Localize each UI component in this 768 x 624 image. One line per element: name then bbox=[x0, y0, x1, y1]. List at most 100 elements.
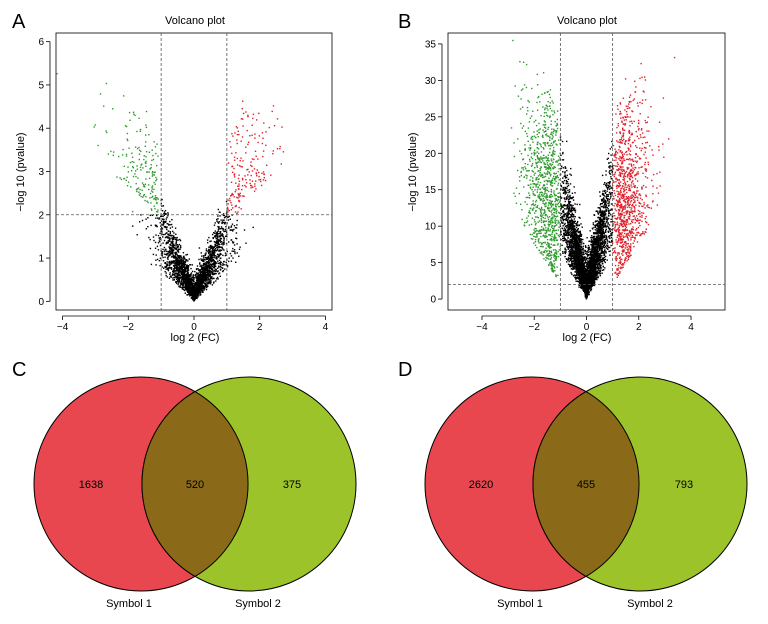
data-point bbox=[611, 140, 613, 143]
data-point bbox=[193, 283, 195, 285]
data-point bbox=[618, 149, 620, 151]
data-point bbox=[217, 241, 220, 243]
data-point bbox=[204, 256, 207, 259]
data-point bbox=[175, 261, 177, 263]
data-point-down bbox=[143, 194, 145, 197]
data-point bbox=[574, 241, 576, 243]
data-point bbox=[178, 280, 181, 282]
data-point-up bbox=[230, 195, 232, 197]
data-point-up bbox=[235, 204, 237, 207]
data-point bbox=[190, 274, 192, 276]
data-point bbox=[169, 227, 172, 229]
data-point bbox=[218, 235, 220, 237]
data-point bbox=[576, 272, 578, 275]
data-point bbox=[595, 227, 598, 230]
data-point-up bbox=[235, 182, 237, 184]
data-point bbox=[234, 252, 236, 255]
data-point bbox=[569, 173, 571, 175]
data-point bbox=[197, 290, 199, 292]
data-point bbox=[592, 245, 594, 247]
data-point bbox=[614, 173, 616, 175]
data-point bbox=[203, 266, 205, 269]
data-point bbox=[182, 274, 184, 276]
data-point bbox=[171, 240, 174, 242]
data-point bbox=[154, 247, 157, 249]
panel-letter-a: A bbox=[12, 11, 26, 33]
data-point-down bbox=[126, 132, 129, 135]
data-point-up bbox=[240, 140, 242, 142]
data-point-down bbox=[110, 150, 112, 153]
data-point-down bbox=[148, 151, 151, 153]
data-point bbox=[598, 249, 601, 252]
data-point bbox=[177, 282, 180, 284]
data-point bbox=[162, 260, 165, 262]
data-point bbox=[171, 274, 174, 276]
data-point bbox=[229, 229, 232, 231]
data-point bbox=[587, 244, 590, 247]
data-point bbox=[206, 260, 208, 263]
data-point bbox=[208, 275, 211, 278]
data-point bbox=[579, 239, 581, 241]
data-point-up bbox=[230, 181, 233, 183]
data-point bbox=[211, 247, 214, 249]
data-point-down bbox=[151, 175, 154, 177]
data-point-up bbox=[238, 194, 240, 196]
data-point-down bbox=[156, 164, 158, 167]
data-point bbox=[161, 253, 164, 255]
data-point bbox=[202, 287, 204, 289]
data-point bbox=[618, 234, 620, 236]
data-point bbox=[603, 256, 606, 259]
data-point bbox=[236, 224, 238, 226]
data-point-down bbox=[113, 151, 115, 153]
data-point bbox=[179, 257, 181, 259]
data-point bbox=[172, 230, 174, 233]
data-point bbox=[205, 273, 207, 276]
y-tick-label: 1 bbox=[38, 254, 44, 265]
data-point bbox=[228, 227, 230, 229]
data-point bbox=[214, 261, 217, 263]
data-point bbox=[607, 222, 609, 224]
data-point bbox=[602, 244, 605, 247]
data-point bbox=[209, 279, 211, 281]
data-point bbox=[554, 166, 556, 169]
data-point bbox=[199, 265, 201, 267]
data-point-down bbox=[145, 160, 147, 163]
data-point-down bbox=[136, 168, 139, 170]
data-point bbox=[581, 247, 583, 249]
data-point-down bbox=[125, 125, 128, 128]
data-point-up bbox=[255, 180, 257, 182]
data-point bbox=[593, 255, 596, 258]
data-point bbox=[178, 248, 180, 250]
data-point bbox=[184, 267, 187, 270]
data-point-up bbox=[281, 126, 283, 128]
data-point bbox=[212, 249, 214, 251]
data-point bbox=[557, 170, 559, 173]
data-point bbox=[600, 209, 602, 212]
data-point bbox=[179, 239, 182, 242]
data-point bbox=[599, 195, 601, 197]
data-point bbox=[235, 237, 237, 239]
data-point bbox=[232, 194, 234, 196]
data-point bbox=[219, 231, 221, 233]
data-point bbox=[598, 219, 601, 221]
data-point-up bbox=[254, 185, 256, 187]
data-point bbox=[575, 222, 577, 225]
data-point bbox=[206, 270, 208, 273]
data-point bbox=[191, 279, 193, 281]
data-point bbox=[205, 282, 207, 285]
data-point bbox=[574, 271, 576, 273]
data-point bbox=[216, 235, 219, 237]
data-point-down bbox=[151, 186, 153, 188]
data-point-down bbox=[145, 151, 148, 153]
data-point bbox=[206, 265, 209, 267]
data-point bbox=[226, 250, 228, 253]
data-point bbox=[172, 238, 175, 240]
data-point bbox=[190, 291, 192, 293]
data-point bbox=[201, 275, 204, 277]
data-point bbox=[210, 247, 212, 250]
data-point-up bbox=[251, 185, 253, 187]
data-point bbox=[184, 281, 186, 284]
data-point bbox=[217, 262, 220, 265]
data-point bbox=[226, 216, 229, 218]
data-point bbox=[194, 298, 196, 301]
